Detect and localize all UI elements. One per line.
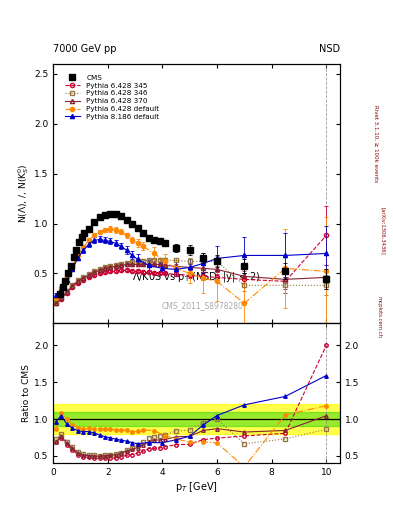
Text: NSD: NSD	[319, 44, 340, 54]
Text: [arXiv:1306.3436]: [arXiv:1306.3436]	[381, 206, 386, 254]
Legend: CMS, Pythia 6.428 345, Pythia 6.428 346, Pythia 6.428 370, Pythia 6.428 default,: CMS, Pythia 6.428 345, Pythia 6.428 346,…	[62, 72, 162, 123]
Bar	[53, 412, 340, 426]
Text: $\Lambda$/K0S vs p$_\mathrm{T}$ (NSD, |y| < 2): $\Lambda$/K0S vs p$_\mathrm{T}$ (NSD, |y…	[132, 270, 261, 284]
X-axis label: p$_T$ [GeV]: p$_T$ [GeV]	[175, 480, 218, 494]
Text: CMS_2011_S8978280: CMS_2011_S8978280	[161, 301, 243, 310]
Bar	[53, 404, 340, 434]
Y-axis label: N($\Lambda$), /, N(K$^0_S$): N($\Lambda$), /, N(K$^0_S$)	[16, 164, 31, 223]
Text: mcplots.cern.ch: mcplots.cern.ch	[377, 296, 382, 338]
Y-axis label: Ratio to CMS: Ratio to CMS	[22, 365, 31, 422]
Text: Rivet 3.1.10, ≥ 100k events: Rivet 3.1.10, ≥ 100k events	[373, 105, 378, 182]
Text: 7000 GeV pp: 7000 GeV pp	[53, 44, 117, 54]
